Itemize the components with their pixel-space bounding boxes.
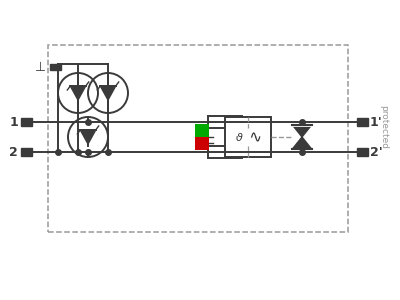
Polygon shape [80, 130, 96, 144]
Polygon shape [292, 137, 312, 149]
Text: protected: protected [380, 105, 388, 149]
Bar [48, 45, 348, 232]
Text: 2': 2' [370, 146, 383, 158]
Bar [21, 148, 32, 156]
Bar [357, 118, 368, 126]
Bar [50, 64, 61, 70]
Text: 2: 2 [9, 146, 18, 158]
Bar [208, 116, 242, 128]
Polygon shape [70, 86, 86, 100]
Bar [357, 148, 368, 156]
Polygon shape [292, 125, 312, 137]
Bar [195, 137, 209, 150]
Text: $\vartheta$: $\vartheta$ [235, 131, 244, 143]
Text: $\bot$: $\bot$ [32, 60, 46, 74]
Text: 1': 1' [370, 116, 383, 128]
Bar [21, 118, 32, 126]
Bar [195, 124, 209, 137]
Bar [208, 146, 242, 158]
Bar [225, 117, 271, 157]
Text: 1: 1 [9, 116, 18, 128]
Polygon shape [100, 86, 116, 100]
